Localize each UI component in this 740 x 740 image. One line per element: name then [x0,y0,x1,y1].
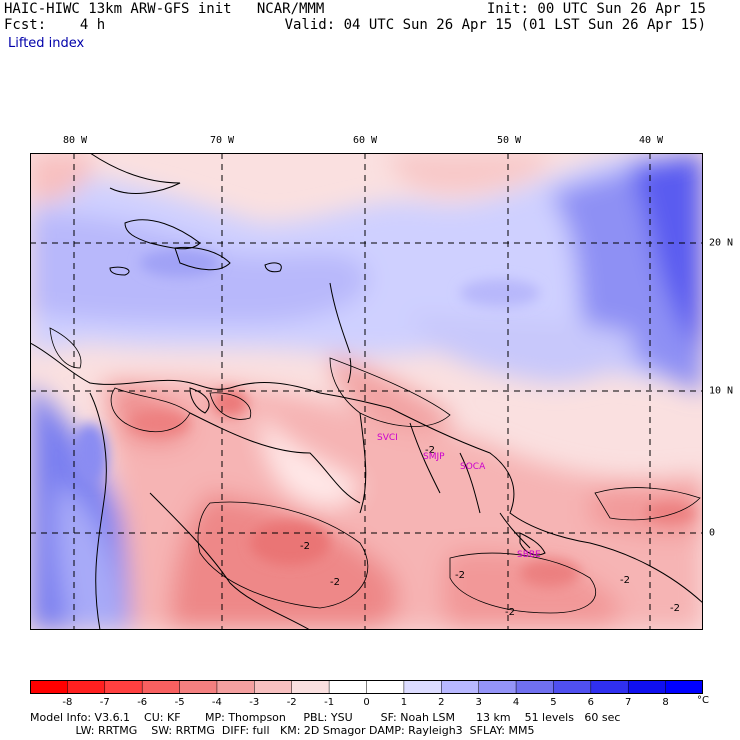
colorbar-tick-label: -2 [286,697,297,708]
lon-label-80w: 80 W [62,135,88,146]
lon-label-70w: 70 W [209,135,235,146]
colorbar-cell [216,680,256,694]
colorbar-cell [328,680,368,694]
lifted-index-map: -2 -2 -2 -2 -2 -2 -2 SVCI SMJP SOCA SBBE [30,153,703,630]
header-left: HAIC-HIWC 13km ARW-GFS init NCAR/MMM Fcs… [4,1,324,33]
lon-label-40w: 40 W [638,135,664,146]
contour-label: -2 [505,607,515,618]
colorbar-cell [291,680,330,694]
model-info-line1: Model Info: V3.6.1 CU: KF MP: Thompson P… [30,711,621,724]
colorbar-tick-label: -5 [174,697,185,708]
station-label-smjp: SMJP [423,452,445,462]
colorbar-tick-label: 7 [625,697,632,708]
colorbar-tick-label: -4 [211,697,222,708]
lon-label-60w: 60 W [352,135,378,146]
colorbar-tick-label: 8 [662,697,669,708]
valid-time: Valid: 04 UTC Sun 26 Apr 15 (01 LST Sun … [284,17,706,33]
contour-label: -2 [330,577,340,588]
colorbar-cell [441,680,480,694]
station-label-sbbe: SBBE [517,550,541,560]
colorbar-cell [590,680,629,694]
colorbar-tick-label: 1 [400,697,408,708]
lat-label-20n: 20 N [709,237,734,249]
contour-label: -2 [620,575,630,586]
colorbar-tick-label: 3 [475,697,482,708]
colorbar-cell [403,680,443,694]
colorbar-tick-label: 5 [550,697,557,708]
colorbar-tick-label: -7 [99,697,110,708]
map-frame [30,153,703,630]
header-right: Init: 00 UTC Sun 26 Apr 15 Valid: 04 UTC… [285,1,706,33]
init-time: Init: 00 UTC Sun 26 Apr 15 [486,1,706,17]
graticule [30,153,703,630]
colorbar-cell [141,680,181,694]
colorbar-frame [30,680,703,694]
colorbar-tick-label: 2 [438,697,445,708]
colorbar-tick-label: -1 [324,697,335,708]
colorbar-tick-label: 0 [363,697,370,708]
contour-label: -2 [455,570,465,581]
colorbar-cell [30,680,69,694]
colorbar-tick-label: -8 [62,697,73,708]
model-title: HAIC-HIWC 13km ARW-GFS init NCAR/MMM [4,1,325,17]
colorbar-tick-label: -3 [249,697,260,708]
contour-label: -2 [425,445,435,456]
colorbar-unit: °C [697,695,709,706]
colorbar-cell [67,680,106,694]
contours [49,327,701,614]
field-name: Lifted index [8,36,85,51]
colorbar-cell [104,680,143,694]
index-field [30,153,703,630]
contour-label: -2 [670,603,680,614]
station-label-svci: SVCI [377,433,398,443]
lat-label-10n: 10 N [709,385,734,397]
contour-label: -2 [300,541,310,552]
colorbar-cell [478,680,517,694]
coastlines [30,153,703,630]
model-info-line2: LW: RRTMG SW: RRTMG DIFF: full KM: 2D Sm… [30,724,535,737]
colorbar-cell [553,680,592,694]
colorbar-cell [179,680,218,694]
colorbar-cell [366,680,405,694]
colorbar-tick-label: 6 [587,697,594,708]
colorbar-cell [665,680,703,694]
colorbar [30,680,703,694]
fcst-label: Fcst: [4,17,47,33]
lon-label-50w: 50 W [496,135,522,146]
colorbar-cell [515,680,555,694]
station-label-soca: SOCA [460,462,486,472]
colorbar-tick-label: -6 [137,697,148,708]
index-field-detail [72,249,695,587]
colorbar-cell [254,680,293,694]
lat-label-0: 0 [709,527,716,539]
fcst-value: 4 h [79,17,106,33]
colorbar-cell [627,680,667,694]
colorbar-tick-label: 4 [512,697,520,708]
